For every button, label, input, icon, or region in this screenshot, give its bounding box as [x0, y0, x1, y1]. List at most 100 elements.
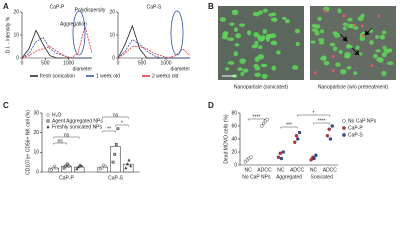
point [297, 130, 302, 135]
y-axis-label: CD107a+ CD56+ NK cell (%) [25, 110, 31, 175]
cell [353, 71, 358, 76]
cell [257, 36, 265, 42]
point [312, 156, 316, 161]
cell [346, 43, 351, 49]
y-tick-label: 10 [33, 150, 39, 156]
cell [357, 16, 364, 22]
cell [262, 28, 267, 34]
cell [314, 24, 321, 29]
cell [235, 33, 242, 39]
legend-marker [342, 119, 346, 123]
cell [252, 11, 260, 17]
y-tick-label: 0 [112, 55, 115, 61]
nanoparticle [342, 14, 346, 18]
cell [239, 23, 246, 27]
cell [335, 62, 341, 67]
point [278, 151, 282, 156]
cell [251, 44, 258, 49]
y-tick-label: 20 [109, 9, 115, 15]
sig-label: * [313, 110, 315, 116]
cell [258, 45, 263, 50]
panel-label: A [3, 2, 9, 11]
cell [359, 35, 365, 41]
cell [332, 46, 338, 52]
legend-label: Agent Aggregated NPs [52, 118, 103, 124]
point [129, 164, 133, 168]
sig-bracket [115, 124, 129, 127]
legend-label: H₂O [52, 112, 62, 118]
cell [338, 49, 343, 55]
point [116, 127, 120, 131]
nanoparticle [331, 69, 335, 73]
point [46, 124, 50, 129]
point [296, 137, 300, 141]
cell [262, 8, 268, 13]
nanoparticle [323, 9, 327, 13]
cell [329, 42, 336, 47]
point [294, 134, 299, 138]
annotation: Polydispersity [75, 7, 106, 13]
legend-marker [342, 126, 346, 130]
legend-label: CaP-S [348, 132, 363, 138]
nanoparticle [360, 24, 364, 28]
nanoparticle [377, 14, 381, 18]
cell [347, 17, 353, 22]
cell [271, 65, 277, 71]
cell [240, 72, 245, 77]
cell [275, 50, 281, 55]
x-tick-label: 500 [138, 60, 147, 66]
cell [310, 40, 316, 44]
nanoparticle [370, 64, 374, 68]
cell [369, 40, 374, 45]
cell [323, 60, 330, 66]
cell [222, 31, 228, 37]
sig-bracket [313, 122, 331, 125]
point [281, 150, 285, 154]
sig-bracket [53, 136, 80, 139]
y-tick-label: 60 [231, 123, 237, 129]
cell [281, 16, 287, 20]
cell [382, 45, 387, 50]
point [125, 162, 129, 166]
sig-bracket [280, 126, 298, 129]
y-axis-label: D.I. - intensity % [5, 16, 11, 53]
cell [260, 63, 268, 68]
cell [295, 41, 300, 47]
sig-label: **** [318, 118, 326, 124]
sig-bracket [296, 114, 331, 117]
x-axis-label: diameter [171, 66, 191, 72]
point [65, 162, 69, 166]
micrograph [310, 6, 396, 80]
point [100, 166, 104, 170]
point [54, 166, 58, 170]
group-label: No CaP NPs [242, 174, 271, 180]
x-tick-label: 1000 [160, 60, 171, 66]
cell [317, 16, 322, 21]
cell [227, 61, 235, 65]
y-tick-label: 30 [33, 110, 39, 116]
point [328, 137, 333, 141]
point [309, 158, 313, 162]
y-tick-label: 0 [16, 55, 19, 61]
cell [229, 22, 235, 26]
y-tick-label: 20 [13, 9, 19, 15]
cell [342, 22, 348, 26]
cell [253, 31, 259, 38]
series-line [117, 24, 190, 59]
x-tick-label: ADCC [257, 167, 272, 173]
y-tick-label: 40 [231, 136, 237, 142]
y-tick-label: 80 [231, 110, 237, 116]
cell [381, 52, 387, 58]
cell [355, 45, 360, 50]
x-tick-label: NC [245, 167, 253, 173]
cell [319, 29, 325, 34]
point [314, 153, 318, 157]
y-axis-label: Dead MOVO cells (%) [223, 114, 229, 164]
group-label: Aggregated [276, 174, 302, 180]
cell [270, 40, 278, 46]
cell [347, 24, 354, 28]
cell [344, 54, 351, 59]
point [80, 164, 84, 168]
point [78, 163, 82, 167]
cell [239, 58, 246, 64]
